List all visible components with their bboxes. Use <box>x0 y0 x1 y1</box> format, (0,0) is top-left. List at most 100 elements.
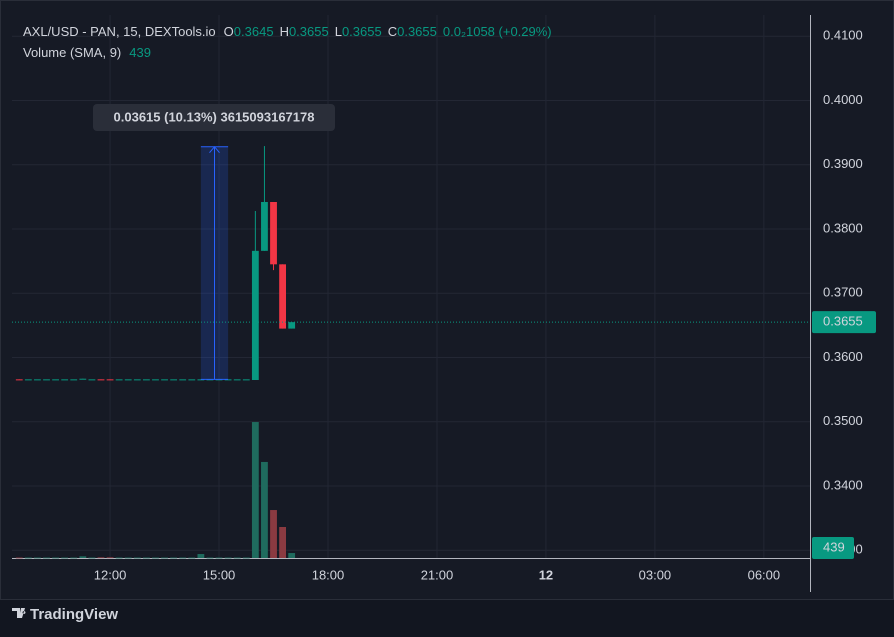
volume-bar <box>115 557 123 559</box>
chart-panel <box>0 0 894 600</box>
candle-body <box>233 379 241 381</box>
candle-body <box>261 201 268 251</box>
candle-body <box>161 379 168 381</box>
candle-body <box>188 379 196 381</box>
candle-body <box>179 379 187 381</box>
volume-label: Volume (SMA, 9) <box>23 45 121 60</box>
y-tick-label: 0.3500 <box>823 413 863 428</box>
volume-bar <box>97 557 105 559</box>
volume-bar <box>52 557 59 559</box>
y-tick-label: 0.3400 <box>823 477 863 492</box>
x-tick-label: 18:00 <box>312 567 345 582</box>
volume-bar <box>152 557 159 559</box>
candle-body <box>242 379 250 381</box>
brand: TradingView <box>30 606 118 623</box>
symbol: AXL/USD - PAN, 15, DEXTools.io <box>23 24 216 39</box>
volume-bar <box>43 557 50 559</box>
y-tick-label: 0.3900 <box>823 156 863 171</box>
candle-body <box>142 379 150 381</box>
x-tick-label: 03:00 <box>639 567 672 582</box>
grid <box>12 15 810 558</box>
measure-arrow-head <box>209 145 220 154</box>
volume-bar <box>88 557 96 559</box>
legend-l: L <box>335 24 342 39</box>
candle-body <box>52 379 59 381</box>
y-tick-label: 0.3800 <box>823 220 863 235</box>
volume-badge <box>812 537 854 559</box>
volume-bar <box>24 557 32 559</box>
candle-body <box>88 379 96 381</box>
x-tick-label: 21:00 <box>421 567 454 582</box>
volume-bar <box>133 557 141 559</box>
candle-body <box>170 379 178 381</box>
legend-change: 0.0₂1058 (+0.29%) <box>443 24 552 39</box>
marks <box>12 145 810 559</box>
legend-high: 0.3655 <box>289 24 329 39</box>
legend: AXL/USD - PAN, 15, DEXTools.io O0.3645 H0.… <box>23 24 552 39</box>
candle-body <box>24 379 32 381</box>
y-tick-label: 0.4000 <box>823 92 863 107</box>
volume-bar <box>34 557 41 559</box>
legend-c: C <box>388 24 397 39</box>
volume-bar <box>161 557 168 559</box>
volume-bar <box>142 557 150 559</box>
candle-body <box>133 379 141 381</box>
legend-low: 0.3655 <box>342 24 382 39</box>
volume-bar <box>188 557 196 559</box>
volume-bar <box>70 557 78 559</box>
volume-legend: Volume (SMA, 9) 439 <box>23 45 151 60</box>
volume-bar <box>233 557 241 559</box>
volume-bar <box>106 557 114 559</box>
x-tick-label: 06:00 <box>748 567 781 582</box>
logo: TradingView <box>12 606 118 623</box>
candle-body <box>152 379 159 381</box>
logo-icon <box>12 608 26 618</box>
candle-body <box>34 379 41 381</box>
x-tick-label: 15:00 <box>203 567 236 582</box>
candle-body <box>279 264 287 329</box>
candle-body <box>43 379 50 381</box>
candle-body <box>124 379 132 381</box>
x-tick-label: 12 <box>539 567 553 582</box>
legend-o: O <box>224 24 234 39</box>
legend-close: 0.3655 <box>397 24 437 39</box>
volume-bar <box>215 557 223 559</box>
legend-open: 0.3645 <box>234 24 274 39</box>
volume-bar <box>79 556 87 558</box>
candle-body <box>288 322 296 329</box>
y-tick-label: 0.3700 <box>823 285 863 300</box>
candle-body <box>79 378 87 380</box>
candle-body <box>251 250 259 380</box>
volume-bar <box>261 461 268 558</box>
volume-bar <box>170 557 178 559</box>
last-price-label: 0.3655 <box>823 314 863 329</box>
y-tick-label: 0.4100 <box>823 28 863 43</box>
candle-body <box>15 379 23 381</box>
volume-bar <box>61 557 69 559</box>
volume-bar <box>197 554 205 558</box>
volume-bar <box>124 557 132 559</box>
volume-bar <box>288 553 296 558</box>
volume-bar <box>251 422 259 558</box>
volume-bar <box>179 557 187 559</box>
x-tick-label: 12:00 <box>94 567 127 582</box>
volume-bar <box>279 527 287 558</box>
candle-body <box>61 379 69 381</box>
volume-bar <box>242 557 250 559</box>
measure-tooltip <box>93 104 335 131</box>
labels: AXL/USD - PAN, 15, DEXTools.io O0.3645 H0.… <box>23 24 876 582</box>
candle-body <box>115 379 123 381</box>
volume-badge-label: 439 <box>823 539 845 554</box>
volume-sma: 439 <box>129 45 151 60</box>
candle-body <box>270 201 277 265</box>
last-price-badge <box>812 311 876 334</box>
candle-body <box>70 379 78 381</box>
measure-label: 0.03615 (10.13%) 3615093167178 <box>114 109 315 124</box>
legend-h: H <box>280 24 289 39</box>
candle-body <box>97 379 105 381</box>
volume-bar <box>270 510 277 558</box>
y-tick-label: 0.3600 <box>823 349 863 364</box>
volume-bar <box>15 557 23 559</box>
volume-bar <box>224 557 232 559</box>
